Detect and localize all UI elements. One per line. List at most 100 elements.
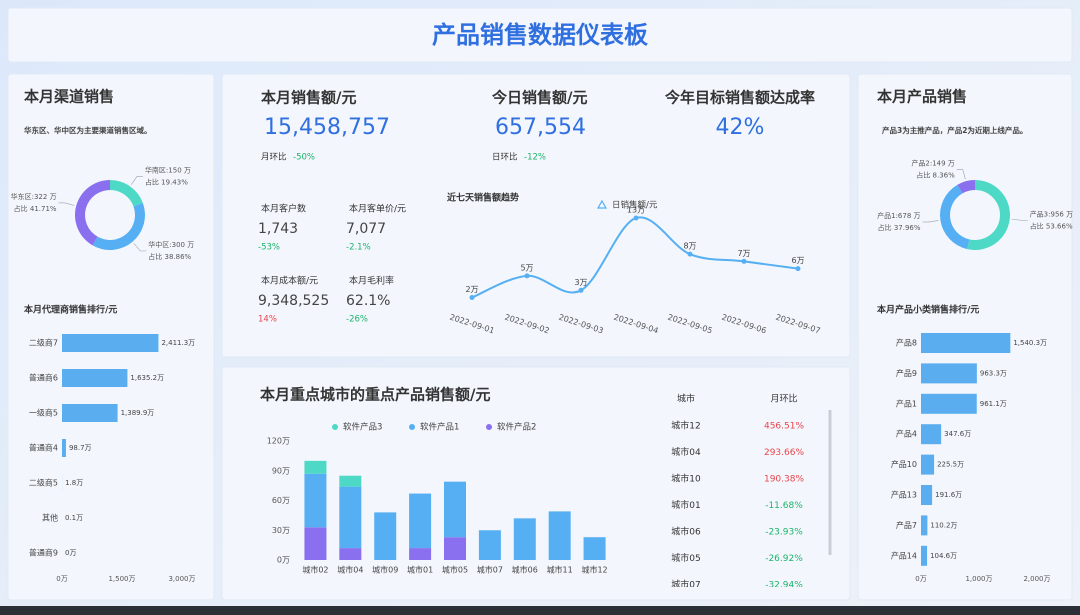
kpi-value: 42% [716, 115, 765, 140]
bar-segment [304, 527, 327, 560]
kpi-label: 本月客户数 [261, 203, 306, 215]
value-label: 963.3万 [980, 369, 1007, 377]
bar [62, 334, 159, 352]
kpi-label: 本月毛利率 [349, 275, 394, 287]
point [469, 295, 475, 301]
table-cell: -23.93% [765, 528, 803, 538]
donut-slice [74, 180, 110, 246]
donut-slice [939, 184, 970, 250]
table-header: 城市 [677, 393, 695, 405]
kpi-value: 7,077 [346, 221, 386, 237]
y-tick-label: 120万 [267, 437, 290, 446]
leader-line [130, 176, 143, 185]
table-cell: 456.51% [764, 422, 804, 432]
legend-label: 日销售额/元 [612, 200, 658, 211]
bar-segment [548, 511, 571, 560]
value-label: 8万 [683, 242, 696, 251]
bar [921, 393, 977, 414]
table-header: 月环比 [770, 393, 797, 405]
leader-line [922, 220, 939, 223]
table-cell: 城市04 [671, 446, 701, 458]
value-label: 1,389.9万 [121, 409, 155, 417]
kpi-change: -26% [346, 315, 368, 325]
chart-subtitle: 华东区、华中区为主要渠道销售区域。 [24, 125, 152, 135]
category-label: 产品1 [896, 398, 917, 408]
category-label: 产品13 [891, 490, 917, 500]
legend-symbol [486, 424, 492, 430]
table-cell: 城市10 [671, 473, 701, 485]
category-label: 普通商6 [29, 373, 58, 383]
chart-title: 近七天销售额趋势 [447, 192, 519, 204]
category-label: 一级商5 [29, 408, 58, 418]
bar [921, 424, 942, 445]
category-label: 普通商9 [29, 548, 58, 558]
legend-label: 软件产品2 [497, 422, 536, 433]
category-label: 二级商7 [29, 338, 58, 348]
slice-label: 产品2:149 万 [911, 159, 954, 168]
kpi-change-label: 月环比 [261, 152, 287, 163]
category-label: 普通商4 [29, 443, 58, 453]
leader-line [58, 202, 75, 206]
category-label: 产品9 [896, 368, 917, 378]
x-tick-label: 1,500万 [108, 575, 135, 583]
kpi-value: 62.1% [346, 293, 390, 309]
kpi-label: 本月客单价/元 [349, 203, 406, 215]
kpi-change: -50% [293, 153, 315, 163]
value-label: 2,411.3万 [161, 339, 195, 347]
y-tick-label: 90万 [272, 466, 290, 475]
y-tick-label: 60万 [272, 496, 290, 505]
bar-segment [444, 537, 466, 560]
donut-slice [967, 180, 1011, 250]
leader-line [133, 243, 147, 252]
value-label: 5万 [520, 263, 533, 272]
category-label: 产品7 [896, 520, 917, 530]
value-label: 1.8万 [65, 479, 83, 487]
dashboard-title: 产品销售数据仪表板 [432, 21, 649, 49]
bar-segment [513, 518, 536, 560]
slice-share: 占比 41.71% [14, 204, 57, 213]
category-label: 二级商5 [29, 478, 58, 488]
x-tick-label: 2,000万 [1023, 575, 1050, 583]
legend-symbol [596, 199, 608, 209]
category-label: 产品8 [896, 338, 917, 348]
kpi-label: 今日销售额/元 [491, 89, 587, 107]
kpi-change: -2.1% [346, 243, 371, 253]
bar [62, 369, 128, 387]
legend-symbol [332, 424, 338, 430]
x-tick-label: 城市04 [337, 565, 363, 575]
value-label: 0.1万 [65, 514, 83, 522]
value-label: 225.5万 [937, 461, 964, 469]
table-cell: 293.66% [764, 448, 804, 458]
x-tick-label: 城市06 [512, 565, 538, 575]
table-cell: 城市06 [671, 526, 701, 538]
x-tick-label: 城市11 [547, 565, 573, 575]
leader-line [956, 169, 966, 180]
bar [921, 485, 933, 505]
y-tick-label: 30万 [272, 526, 290, 535]
slice-label: 华东区:322 万 [11, 192, 57, 201]
donut-slice [957, 180, 975, 194]
kpi-label: 本月成本额/元 [261, 275, 318, 287]
bar [62, 439, 66, 457]
kpi-panel [221, 73, 851, 358]
value-label: 1,635.2万 [130, 374, 164, 382]
bar-segment [478, 530, 501, 560]
table-cell: 190.38% [764, 475, 804, 485]
point [741, 258, 747, 264]
category-label: 产品14 [891, 550, 917, 560]
header-panel [7, 7, 1073, 63]
table-cell: 城市01 [671, 499, 700, 511]
bar-segment [304, 460, 327, 474]
slice-share: 占比 37.96% [878, 223, 921, 232]
slice-label: 华南区:150 万 [145, 165, 191, 174]
value-label: 1,540.3万 [1013, 339, 1047, 347]
bar-segment [339, 486, 362, 549]
kpi-change: 14% [258, 315, 277, 325]
value-label: 347.6万 [944, 430, 971, 438]
leader-line [1011, 218, 1028, 221]
point [687, 251, 693, 257]
bar-segment [444, 481, 466, 538]
y-tick-label: 0万 [277, 556, 290, 565]
chart-title: 本月渠道销售 [24, 88, 114, 106]
